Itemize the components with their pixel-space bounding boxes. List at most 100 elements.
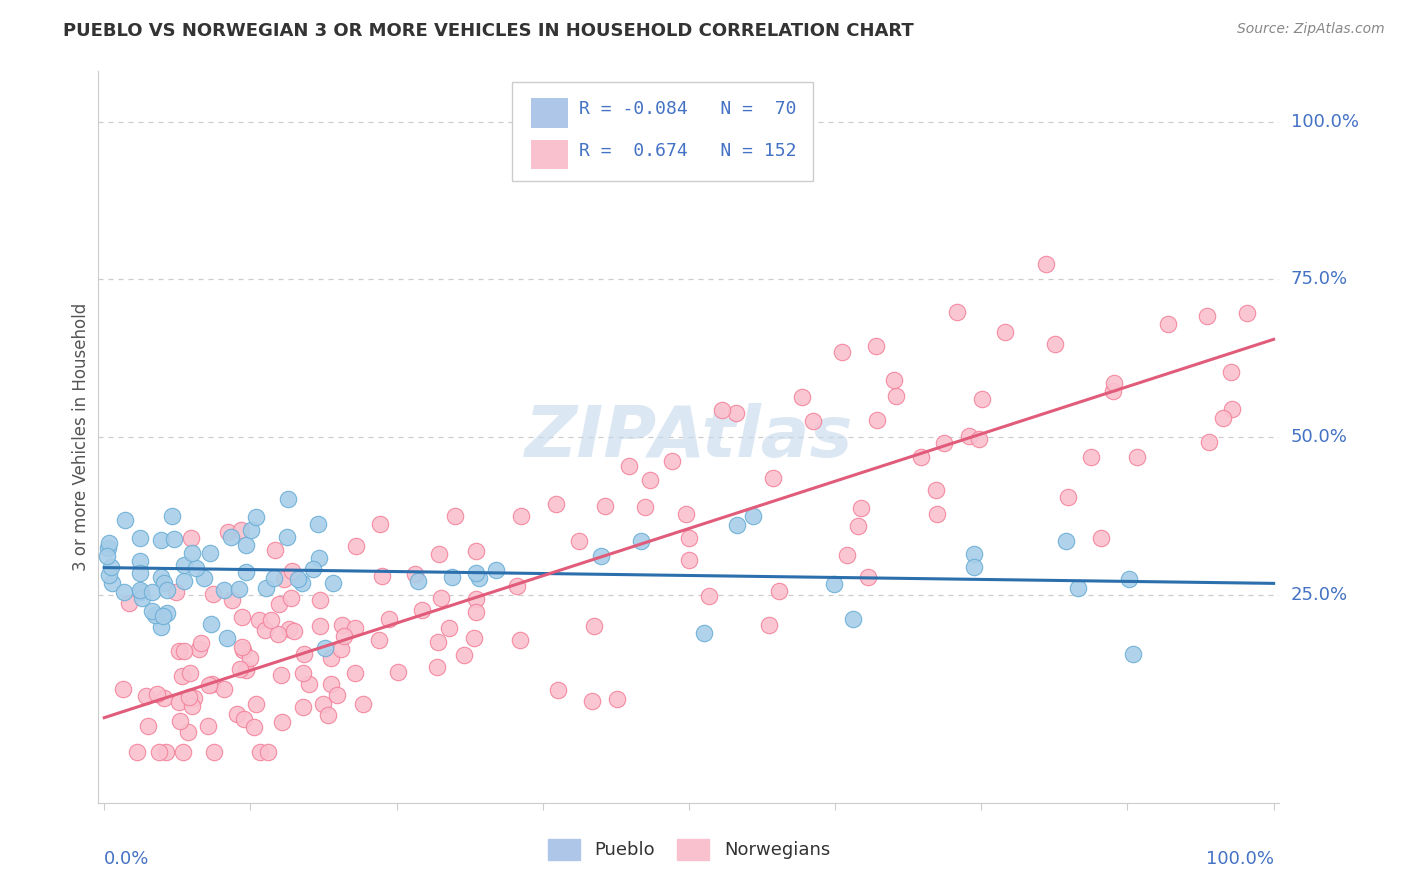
Point bbox=[173, 558, 195, 572]
Point bbox=[181, 699, 204, 714]
Point bbox=[994, 326, 1017, 340]
Point bbox=[235, 565, 257, 579]
Point bbox=[287, 572, 309, 586]
Point bbox=[146, 687, 169, 701]
Point bbox=[308, 593, 330, 607]
Point bbox=[1045, 336, 1067, 351]
Point bbox=[267, 626, 290, 640]
Point bbox=[742, 509, 765, 524]
Point bbox=[307, 516, 329, 531]
Text: 100.0%: 100.0% bbox=[1291, 112, 1358, 131]
Point bbox=[768, 584, 790, 599]
Point bbox=[846, 518, 869, 533]
Y-axis label: 3 or more Vehicles in Household: 3 or more Vehicles in Household bbox=[72, 303, 90, 571]
Point bbox=[1102, 384, 1125, 398]
Point bbox=[1197, 309, 1219, 323]
Point bbox=[464, 544, 486, 558]
Point bbox=[114, 513, 136, 527]
Point bbox=[925, 483, 948, 498]
Point bbox=[291, 666, 314, 681]
FancyBboxPatch shape bbox=[530, 98, 568, 128]
Point bbox=[280, 591, 302, 605]
Point bbox=[1102, 376, 1125, 390]
Point bbox=[547, 682, 569, 697]
Point bbox=[467, 571, 489, 585]
Point bbox=[127, 745, 149, 759]
Point bbox=[1056, 490, 1078, 504]
Point bbox=[595, 499, 617, 513]
Point bbox=[568, 534, 591, 549]
Point bbox=[321, 651, 343, 665]
Point bbox=[865, 339, 887, 353]
Text: 0.0%: 0.0% bbox=[104, 850, 149, 868]
Point bbox=[1219, 365, 1241, 379]
Text: 25.0%: 25.0% bbox=[1291, 586, 1348, 604]
Point bbox=[229, 662, 252, 676]
Point bbox=[710, 403, 733, 417]
Point bbox=[212, 682, 235, 697]
Point bbox=[803, 414, 825, 428]
Point bbox=[187, 642, 209, 657]
Point bbox=[510, 509, 533, 524]
Point bbox=[387, 665, 409, 680]
Point bbox=[277, 491, 299, 506]
Point bbox=[963, 547, 986, 561]
Point bbox=[156, 606, 179, 620]
Point bbox=[128, 554, 150, 568]
Point bbox=[173, 643, 195, 657]
Point bbox=[464, 591, 486, 606]
Point bbox=[441, 570, 464, 584]
Point bbox=[925, 507, 948, 521]
Point bbox=[630, 534, 652, 549]
Point bbox=[426, 635, 449, 649]
FancyBboxPatch shape bbox=[512, 82, 813, 181]
Point bbox=[97, 541, 120, 556]
Point bbox=[179, 665, 201, 680]
Point bbox=[143, 607, 166, 622]
Point bbox=[260, 614, 283, 628]
Point bbox=[96, 549, 118, 563]
Point bbox=[1157, 317, 1180, 331]
Point bbox=[280, 564, 302, 578]
Point bbox=[581, 694, 603, 708]
Point bbox=[271, 715, 294, 730]
Point bbox=[138, 719, 160, 733]
Point bbox=[322, 576, 344, 591]
Point bbox=[240, 523, 263, 537]
Point bbox=[1198, 435, 1220, 450]
Point bbox=[675, 507, 697, 521]
Point bbox=[367, 632, 389, 647]
Point bbox=[112, 585, 135, 599]
Point bbox=[184, 561, 207, 575]
Point bbox=[427, 548, 450, 562]
Point bbox=[235, 664, 257, 678]
Text: 50.0%: 50.0% bbox=[1291, 428, 1347, 446]
Point bbox=[202, 745, 225, 759]
Text: R = -0.084   N =  70: R = -0.084 N = 70 bbox=[579, 101, 797, 119]
Point bbox=[371, 569, 394, 583]
Point bbox=[831, 344, 853, 359]
Point bbox=[150, 570, 173, 584]
Text: 100.0%: 100.0% bbox=[1205, 850, 1274, 868]
Text: PUEBLO VS NORWEGIAN 3 OR MORE VEHICLES IN HOUSEHOLD CORRELATION CHART: PUEBLO VS NORWEGIAN 3 OR MORE VEHICLES I… bbox=[63, 22, 914, 40]
Point bbox=[256, 745, 278, 759]
Point bbox=[212, 583, 235, 598]
Point bbox=[1080, 450, 1102, 464]
Point bbox=[453, 648, 475, 662]
Point bbox=[97, 567, 120, 582]
Point bbox=[254, 623, 277, 637]
Point bbox=[302, 562, 325, 576]
Point bbox=[1035, 257, 1057, 271]
Point bbox=[693, 626, 716, 640]
Point bbox=[298, 677, 321, 691]
Point bbox=[1220, 401, 1243, 416]
Point bbox=[378, 612, 401, 626]
Point bbox=[945, 305, 967, 319]
Point bbox=[131, 591, 153, 606]
Point bbox=[634, 500, 657, 515]
Point bbox=[200, 617, 222, 632]
Point bbox=[183, 690, 205, 705]
Point bbox=[962, 559, 984, 574]
Point bbox=[292, 648, 315, 662]
Point bbox=[169, 714, 191, 728]
